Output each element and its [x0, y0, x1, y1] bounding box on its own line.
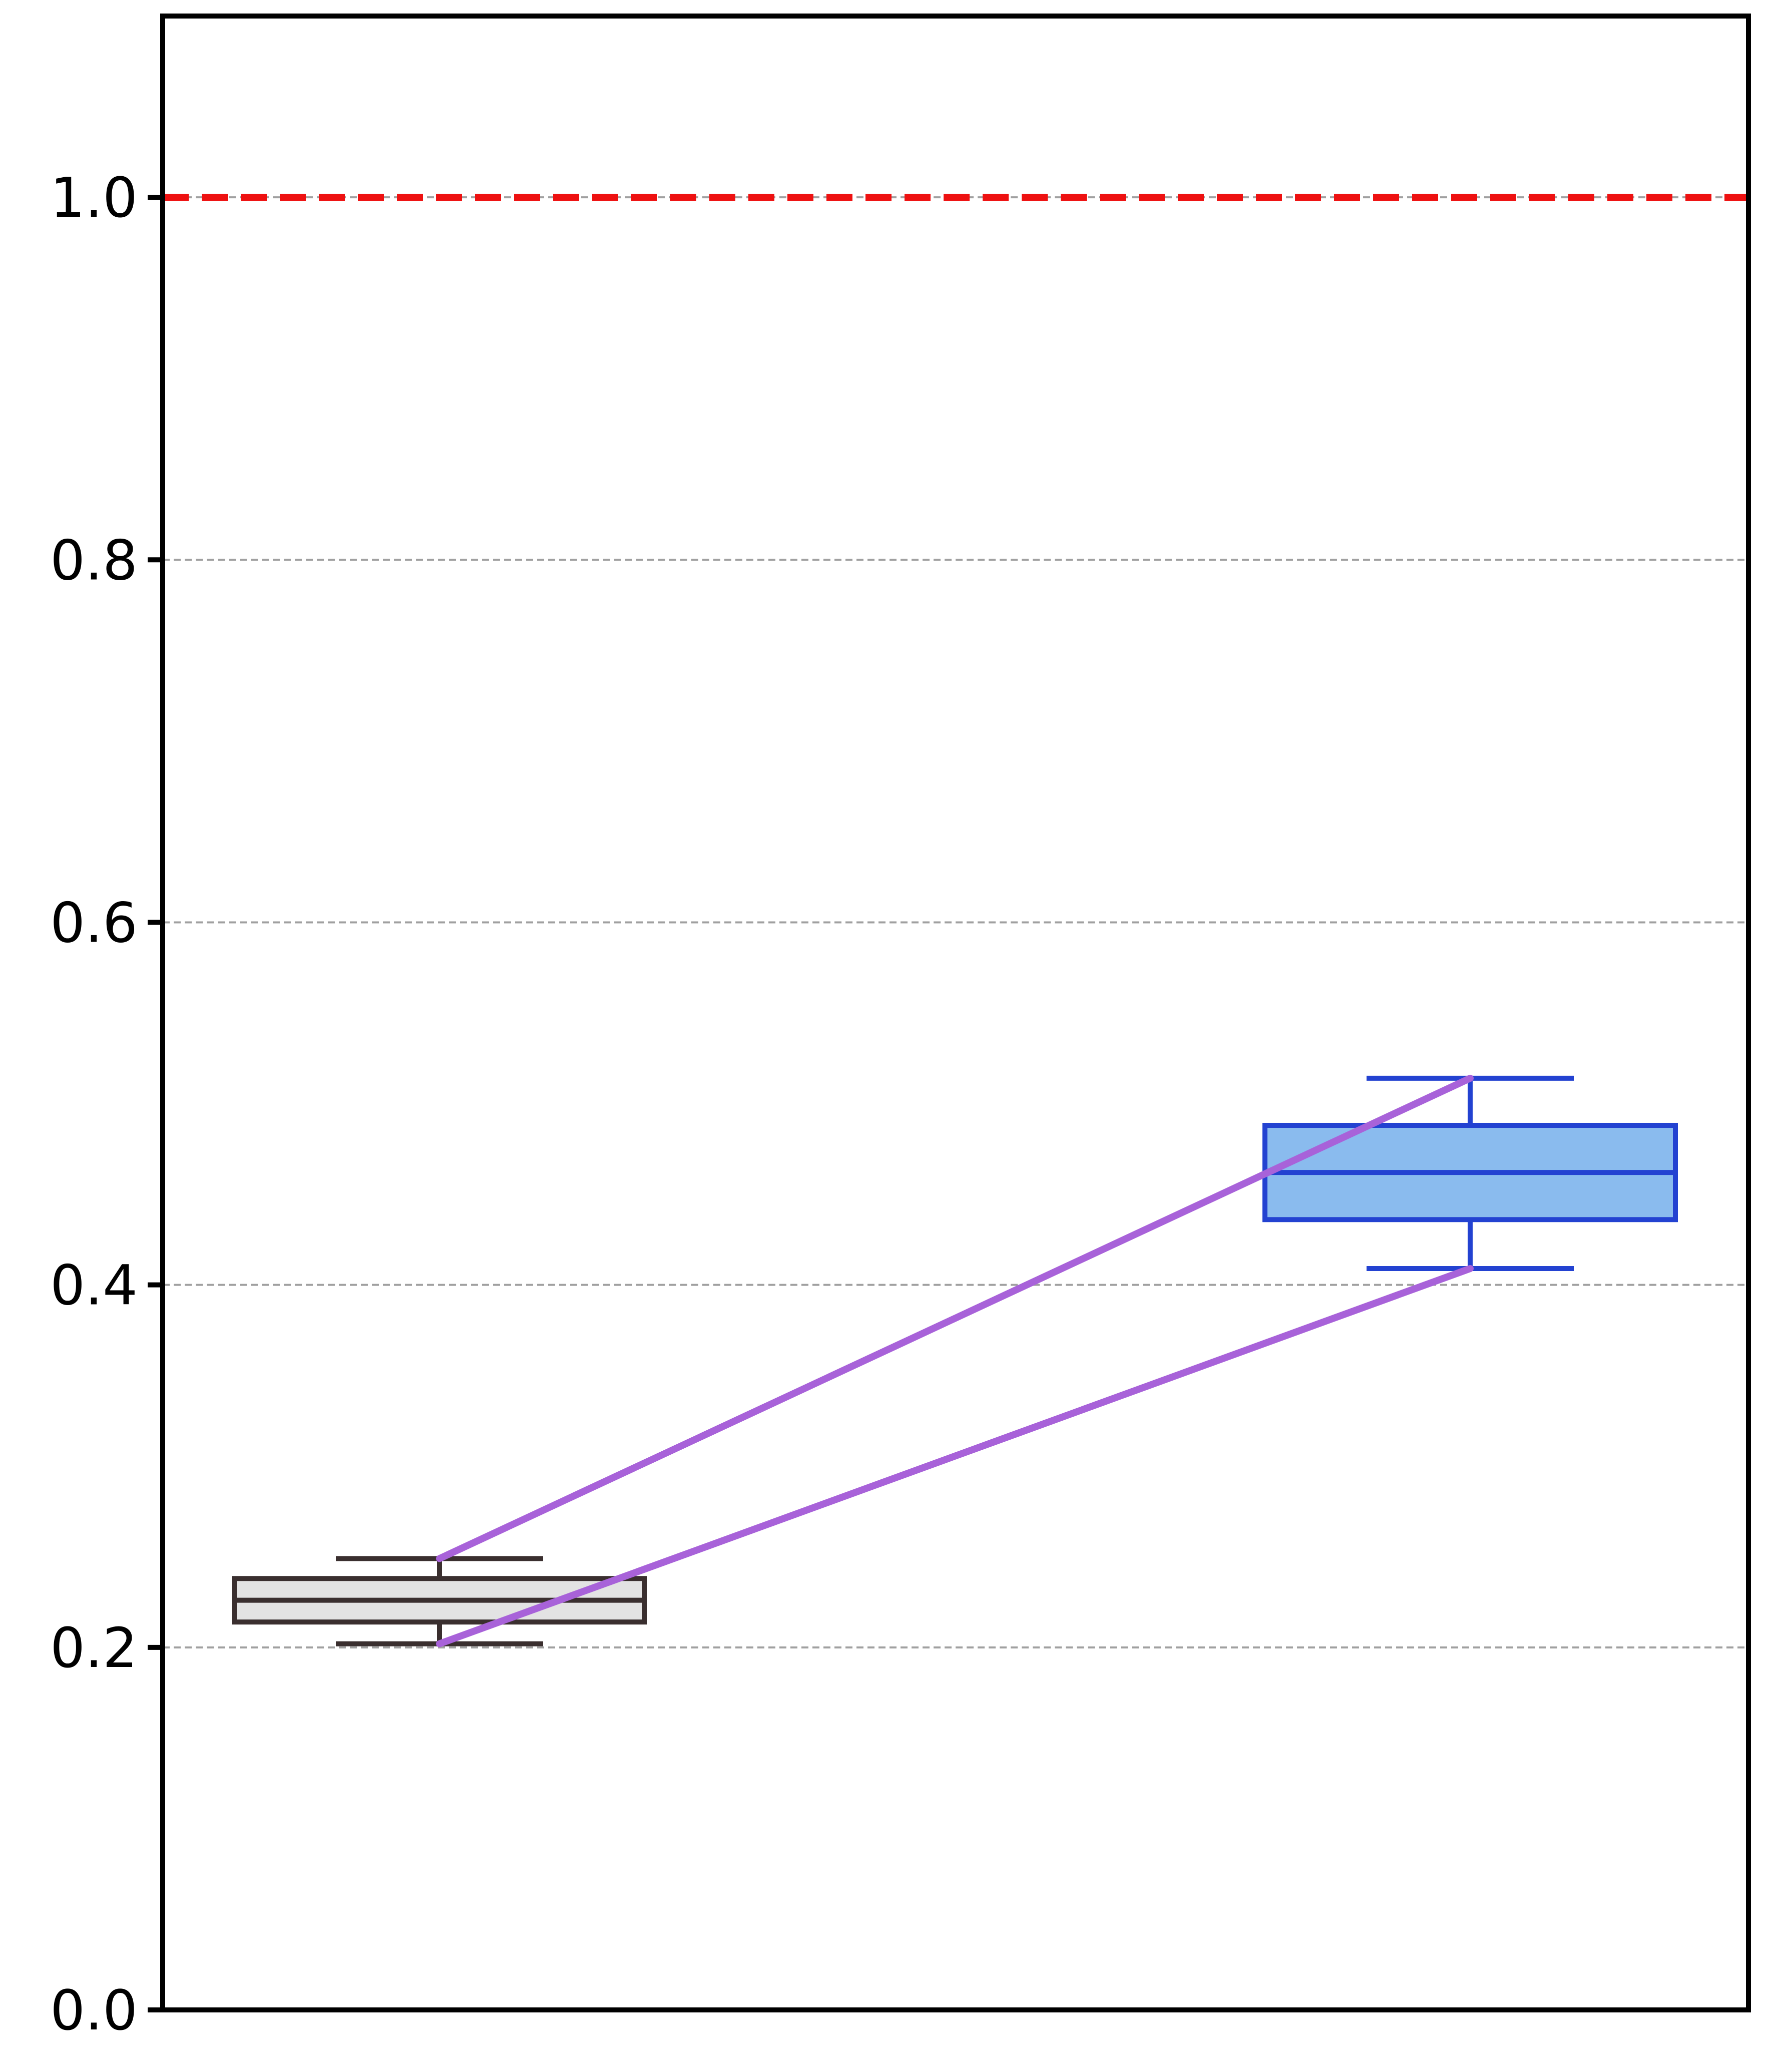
- connector-layer: [436, 1074, 1474, 1647]
- ytick-label: 0.8: [50, 528, 138, 592]
- connector-line-1: [436, 1074, 1474, 1562]
- connector-line-2: [436, 1265, 1474, 1647]
- box-2: [1262, 1075, 1678, 1272]
- ytick-label: 0.6: [50, 891, 138, 955]
- ytick-label: 1.0: [50, 166, 138, 230]
- ytick-label: 0.4: [50, 1254, 138, 1318]
- ytick-label: 0.0: [50, 1978, 138, 2042]
- plot-frame: [160, 14, 1751, 2012]
- ytick-label: 0.2: [50, 1616, 138, 1680]
- box-layer: [232, 1075, 1678, 1646]
- box-1: [232, 1556, 647, 1646]
- axes: 0.0 0.2 0.4 0.6 0.8 1.0: [50, 14, 1751, 2042]
- grid-lines: [163, 196, 1748, 1648]
